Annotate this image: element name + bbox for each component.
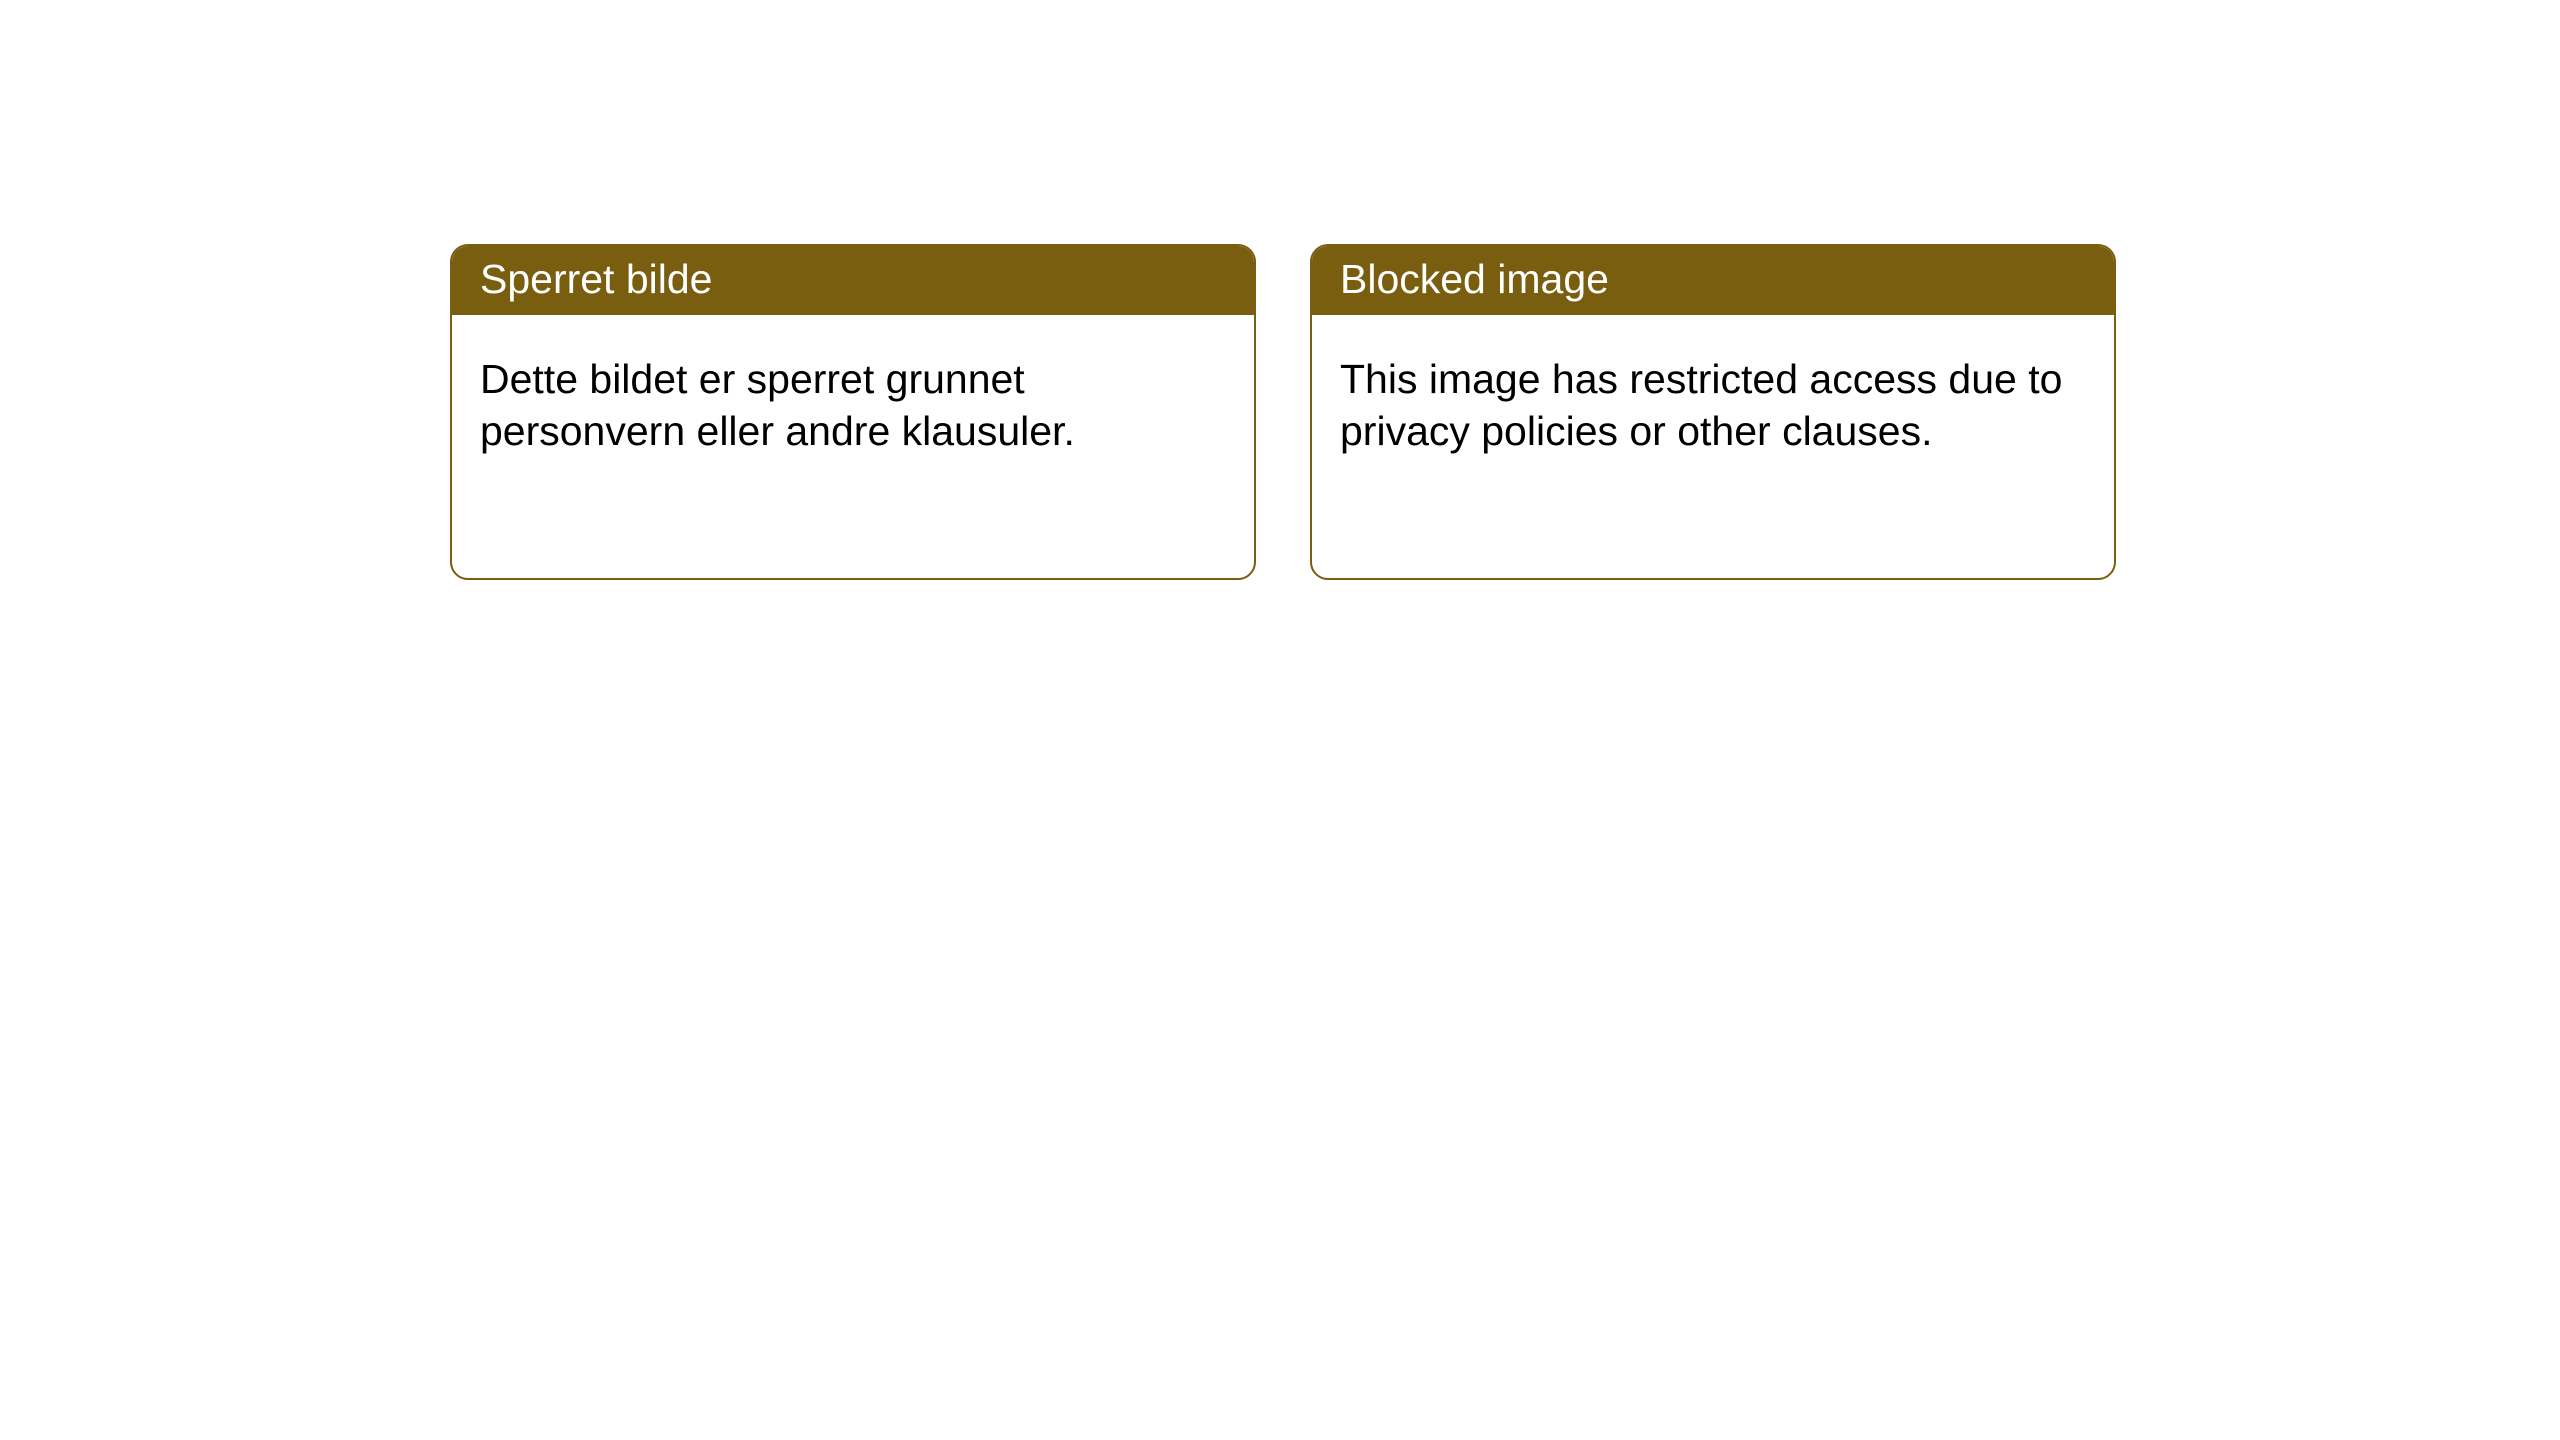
- notice-body-norwegian: Dette bildet er sperret grunnet personve…: [452, 315, 1254, 486]
- notice-title-norwegian: Sperret bilde: [452, 246, 1254, 315]
- notice-cards-container: Sperret bilde Dette bildet er sperret gr…: [450, 244, 2116, 580]
- notice-title-english: Blocked image: [1312, 246, 2114, 315]
- notice-card-english: Blocked image This image has restricted …: [1310, 244, 2116, 580]
- notice-card-norwegian: Sperret bilde Dette bildet er sperret gr…: [450, 244, 1256, 580]
- notice-body-english: This image has restricted access due to …: [1312, 315, 2114, 486]
